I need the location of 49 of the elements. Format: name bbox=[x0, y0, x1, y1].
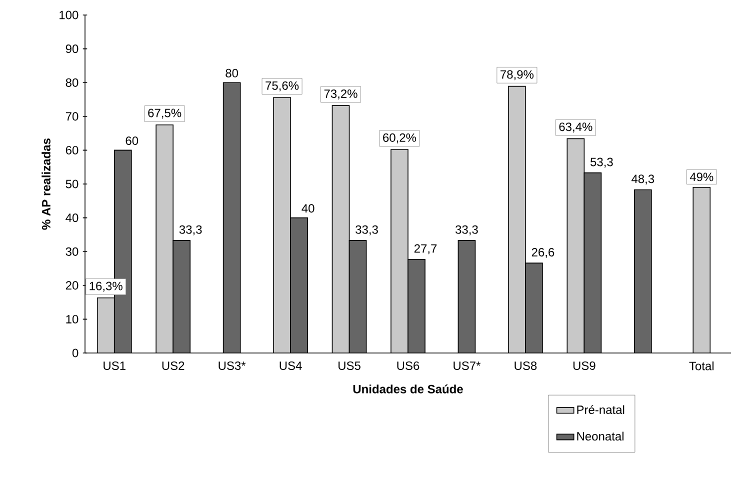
bar bbox=[349, 240, 366, 353]
y-tick-label: 50 bbox=[66, 180, 78, 188]
x-tick-label: US7* bbox=[454, 361, 481, 370]
data-label: 80 bbox=[226, 68, 238, 78]
x-tick-label: US5 bbox=[338, 361, 360, 370]
data-label: 16,3% bbox=[90, 282, 122, 292]
bar bbox=[525, 263, 542, 353]
bar bbox=[408, 259, 426, 353]
data-label: 26,6 bbox=[532, 248, 554, 258]
data-label: 48,3 bbox=[632, 174, 654, 185]
data-label: 60 bbox=[126, 136, 138, 145]
x-tick-label: US1 bbox=[104, 361, 126, 370]
legend-label: Pré-natal bbox=[577, 405, 624, 414]
x-tick-label: US8 bbox=[514, 361, 537, 370]
data-label: 73,2% bbox=[324, 89, 358, 100]
x-tick-label: US2 bbox=[162, 361, 184, 370]
data-label: 33,3 bbox=[356, 225, 378, 236]
y-tick-label: 70 bbox=[66, 112, 78, 121]
y-tick-label: 40 bbox=[66, 214, 78, 222]
y-axis-title: % AP realizadas bbox=[42, 138, 50, 230]
x-tick-label: US6 bbox=[397, 361, 420, 370]
data-label: 33,3 bbox=[179, 225, 202, 236]
bar bbox=[584, 172, 602, 353]
y-tick-label: 20 bbox=[66, 281, 78, 290]
bar bbox=[290, 218, 308, 353]
bar bbox=[173, 240, 190, 353]
y-tick-label: 0 bbox=[72, 348, 78, 358]
y-tick-label: 10 bbox=[66, 314, 78, 324]
x-tick-label: US4 bbox=[280, 361, 302, 370]
x-tick-label: Total bbox=[689, 361, 714, 370]
data-label: 75,6% bbox=[266, 81, 299, 92]
x-tick-label: US3* bbox=[218, 361, 246, 370]
x-axis-title: Unidades de Saúde bbox=[353, 384, 463, 394]
data-label: 49% bbox=[690, 172, 714, 182]
y-tick-label: 60 bbox=[66, 146, 78, 154]
data-label: 67,5% bbox=[148, 108, 182, 119]
y-tick-label: 30 bbox=[66, 247, 78, 256]
legend-label: Neonatal bbox=[577, 432, 624, 441]
data-label: 53,3 bbox=[590, 158, 613, 168]
data-label: 27,7 bbox=[414, 244, 437, 254]
data-label: 40 bbox=[302, 204, 314, 213]
data-label: 33,3 bbox=[456, 225, 478, 236]
y-tick-label: 100 bbox=[60, 10, 78, 20]
data-label: 60,2% bbox=[383, 133, 416, 144]
y-tick-label: 90 bbox=[66, 44, 78, 54]
x-tick-label: US9 bbox=[573, 361, 596, 370]
data-label: 63,4% bbox=[559, 122, 592, 132]
y-tick-label: 80 bbox=[66, 78, 78, 87]
data-label: 78,9% bbox=[500, 70, 534, 80]
